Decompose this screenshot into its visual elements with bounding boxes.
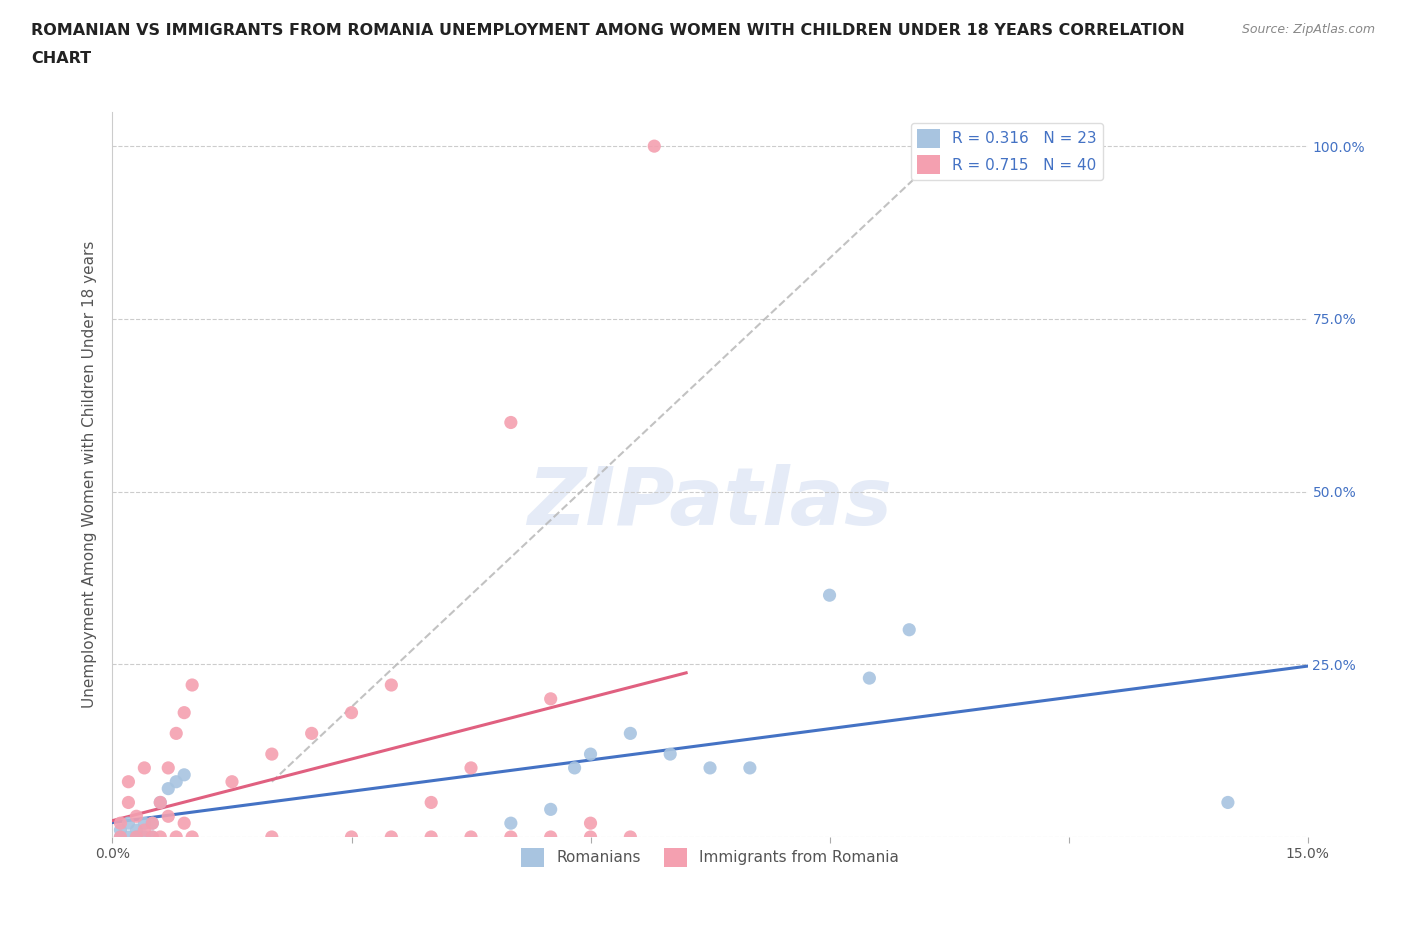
Point [110,823,132,838]
Point [420,830,443,844]
Point [380,678,402,693]
Point [659,747,682,762]
Point [499,830,522,844]
Point [221,775,243,790]
Point [499,816,522,830]
Text: CHART: CHART [31,51,91,66]
Point [619,830,641,844]
Text: Source: ZipAtlas.com: Source: ZipAtlas.com [1241,23,1375,36]
Point [125,823,148,838]
Point [1216,795,1239,810]
Point [643,139,665,153]
Point [125,830,148,844]
Point [141,816,163,830]
Point [540,830,562,844]
Point [157,781,180,796]
Point [165,726,187,741]
Point [340,705,363,720]
Text: ZIPatlas: ZIPatlas [527,464,893,542]
Point [619,726,641,741]
Point [157,761,180,776]
Y-axis label: Unemployment Among Women with Children Under 18 years: Unemployment Among Women with Children U… [82,241,97,708]
Point [134,823,156,838]
Point [460,830,482,844]
Point [141,830,163,844]
Text: ROMANIAN VS IMMIGRANTS FROM ROMANIA UNEMPLOYMENT AMONG WOMEN WITH CHILDREN UNDER: ROMANIAN VS IMMIGRANTS FROM ROMANIA UNEM… [31,23,1185,38]
Point [301,726,323,741]
Point [181,678,204,693]
Point [165,830,187,844]
Point [125,830,148,844]
Point [141,830,163,844]
Point [149,795,172,810]
Point [173,705,195,720]
Point [134,816,156,830]
Point [117,830,139,844]
Point [117,775,139,790]
Point [260,830,283,844]
Point [157,809,180,824]
Point [499,415,522,430]
Point [540,802,562,817]
Point [420,795,443,810]
Point [579,830,602,844]
Point [117,795,139,810]
Point [134,830,156,844]
Point [165,775,187,790]
Point [540,691,562,706]
Point [858,671,880,685]
Point [818,588,841,603]
Point [141,816,163,830]
Point [898,622,921,637]
Point [134,761,156,776]
Point [380,830,402,844]
Point [260,747,283,762]
Point [110,816,132,830]
Point [110,830,132,844]
Legend: Romanians, Immigrants from Romania: Romanians, Immigrants from Romania [515,842,905,873]
Point [149,795,172,810]
Point [460,761,482,776]
Point [149,830,172,844]
Point [181,830,204,844]
Point [125,809,148,824]
Point [699,761,721,776]
Point [579,816,602,830]
Point [110,830,132,844]
Point [173,816,195,830]
Point [564,761,586,776]
Point [340,830,363,844]
Point [579,747,602,762]
Point [117,816,139,830]
Point [738,761,761,776]
Point [173,767,195,782]
